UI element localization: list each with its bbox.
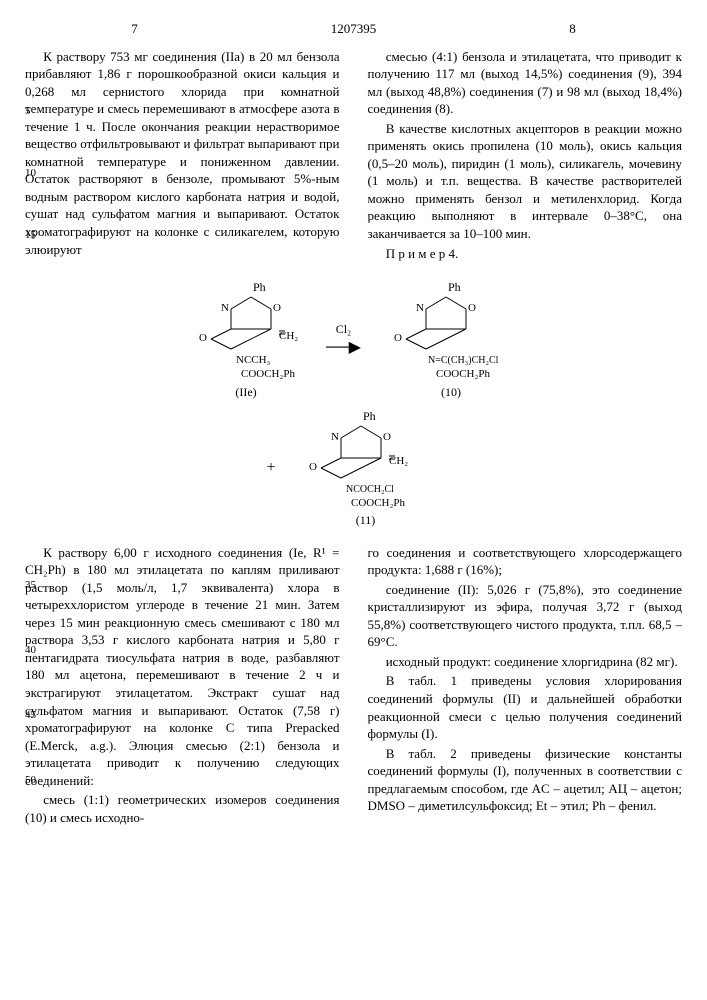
- svg-text:CH₂: CH₂: [279, 330, 298, 342]
- compound-label: (10): [376, 384, 526, 400]
- page-header: 7 1207395 8: [25, 20, 682, 38]
- svg-text:O: O: [309, 461, 317, 473]
- svg-text:O: O: [273, 302, 281, 314]
- svg-text:COOCH₂Ph: COOCH₂Ph: [241, 368, 295, 379]
- arrow-icon: ──▶: [326, 337, 361, 359]
- paragraph: В качестве кислотных акцепторов в реакци…: [368, 120, 683, 243]
- svg-text:Ph: Ph: [448, 280, 461, 294]
- line-mark: 15: [25, 228, 36, 243]
- chemical-diagram: Ph N O O NCCH₃ CH₂ COOCH₂Ph: [25, 279, 682, 528]
- paragraph: П р и м е р 4.: [368, 245, 683, 263]
- paragraph: В табл. 1 приведены условия хлорирования…: [368, 672, 683, 742]
- paragraph: К раствору 6,00 г исходного соединения (…: [25, 544, 340, 790]
- paragraph: смесью (4:1) бензола и этилацетата, что …: [368, 48, 683, 118]
- compound-label: (11): [291, 512, 441, 528]
- svg-text:O: O: [199, 332, 207, 344]
- reaction-arrow: Cl₂ ──▶: [326, 321, 361, 359]
- bottom-columns: К раствору 6,00 г исходного соединения (…: [25, 544, 682, 829]
- content-wrapper: 5 10 15 35 40 45 50 К раствору 753 мг со…: [25, 48, 682, 829]
- svg-text:O: O: [383, 431, 391, 443]
- col1-block2: К раствору 6,00 г исходного соединения (…: [25, 544, 340, 829]
- plus-sign: +: [266, 457, 275, 479]
- top-columns: К раствору 753 мг соединения (IIа) в 20 …: [25, 48, 682, 265]
- col2-block2: го соединения и соответствующего хлорсод…: [368, 544, 683, 829]
- svg-text:N: N: [331, 431, 339, 443]
- diagram-row-1: Ph N O O NCCH₃ CH₂ COOCH₂Ph: [25, 279, 682, 400]
- svg-text:CH₂: CH₂: [389, 455, 408, 467]
- line-mark: 45: [25, 708, 36, 723]
- arrow-label: Cl₂: [326, 321, 361, 337]
- chem-struct-left: Ph N O O NCCH₃ CH₂ COOCH₂Ph: [181, 279, 311, 400]
- doc-number: 1207395: [244, 20, 463, 38]
- molecule-icon: Ph N O O CH₂ NCOCH₂Cl COOCH₂Ph: [291, 408, 441, 508]
- paragraph: го соединения и соответствующего хлорсод…: [368, 544, 683, 579]
- molecule-icon: Ph N O O NCCH₃ CH₂ COOCH₂Ph: [181, 279, 311, 379]
- paragraph: К раствору 753 мг соединения (IIа) в 20 …: [25, 48, 340, 259]
- svg-text:N: N: [416, 302, 424, 314]
- svg-text:COOCH₂Ph: COOCH₂Ph: [436, 368, 490, 379]
- svg-text:N: N: [221, 302, 229, 314]
- paragraph: В табл. 2 приведены физические константы…: [368, 745, 683, 815]
- line-mark: 40: [25, 643, 36, 658]
- chem-struct-bottom: Ph N O O CH₂ NCOCH₂Cl COOCH₂Ph: [291, 408, 441, 529]
- svg-text:NCCH₃: NCCH₃: [236, 354, 271, 366]
- svg-text:O: O: [468, 302, 476, 314]
- paragraph: соединение (II): 5,026 г (75,8%), это со…: [368, 581, 683, 651]
- diagram-row-2: + Ph N O O CH₂: [25, 408, 682, 529]
- page-num-left: 7: [25, 20, 244, 38]
- svg-text:N=C(CH₃)CH₂Cl: N=C(CH₃)CH₂Cl: [428, 355, 499, 366]
- line-mark: 35: [25, 578, 36, 593]
- chem-struct-right: Ph N O O N=C(CH₃)CH₂Cl COOCH₂Ph (10): [376, 279, 526, 400]
- page-num-right: 8: [463, 20, 682, 38]
- col1-block1: К раствору 753 мг соединения (IIа) в 20 …: [25, 48, 340, 265]
- line-mark: 10: [25, 166, 36, 181]
- line-mark: 50: [25, 773, 36, 788]
- paragraph: исходный продукт: соединение хлоргидрина…: [368, 653, 683, 671]
- line-mark: 5: [25, 104, 31, 119]
- paragraph: смесь (1:1) геометрических изомеров соед…: [25, 791, 340, 826]
- molecule-icon: Ph N O O N=C(CH₃)CH₂Cl COOCH₂Ph: [376, 279, 526, 379]
- svg-text:Ph: Ph: [363, 409, 376, 423]
- col2-block1: смесью (4:1) бензола и этилацетата, что …: [368, 48, 683, 265]
- compound-label: (IIe): [181, 384, 311, 400]
- svg-text:Ph: Ph: [253, 280, 266, 294]
- svg-text:O: O: [394, 332, 402, 344]
- svg-text:COOCH₂Ph: COOCH₂Ph: [351, 497, 405, 508]
- svg-text:NCOCH₂Cl: NCOCH₂Cl: [346, 484, 394, 495]
